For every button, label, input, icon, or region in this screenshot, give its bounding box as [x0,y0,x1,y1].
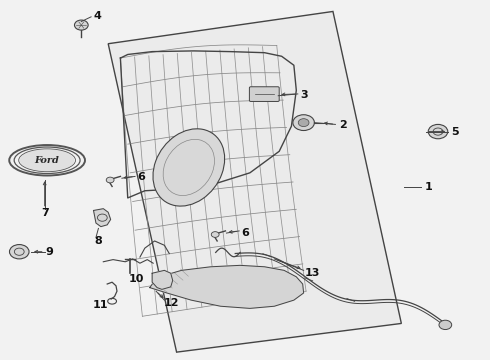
Text: 13: 13 [305,267,320,278]
Circle shape [428,125,448,139]
Circle shape [74,20,88,30]
Text: 8: 8 [95,236,102,246]
Ellipse shape [153,129,224,206]
Ellipse shape [20,149,74,171]
Text: 5: 5 [451,127,459,136]
Circle shape [293,115,315,131]
Polygon shape [150,265,304,309]
Text: Ford: Ford [35,156,60,165]
Text: 6: 6 [138,172,146,182]
Circle shape [298,119,309,127]
Text: 3: 3 [301,90,308,100]
Circle shape [9,244,29,259]
Text: 6: 6 [241,228,249,238]
FancyBboxPatch shape [249,87,279,102]
Circle shape [106,177,114,183]
Text: 4: 4 [93,11,101,21]
Text: 1: 1 [424,182,432,192]
Polygon shape [152,270,172,289]
Text: 11: 11 [93,300,109,310]
Circle shape [211,231,219,237]
Text: 7: 7 [41,208,49,218]
Polygon shape [94,209,111,226]
Text: 12: 12 [164,298,179,308]
Polygon shape [108,12,401,352]
Text: 10: 10 [129,274,144,284]
Text: 9: 9 [46,247,53,257]
Text: 2: 2 [339,121,346,130]
Circle shape [439,320,452,329]
